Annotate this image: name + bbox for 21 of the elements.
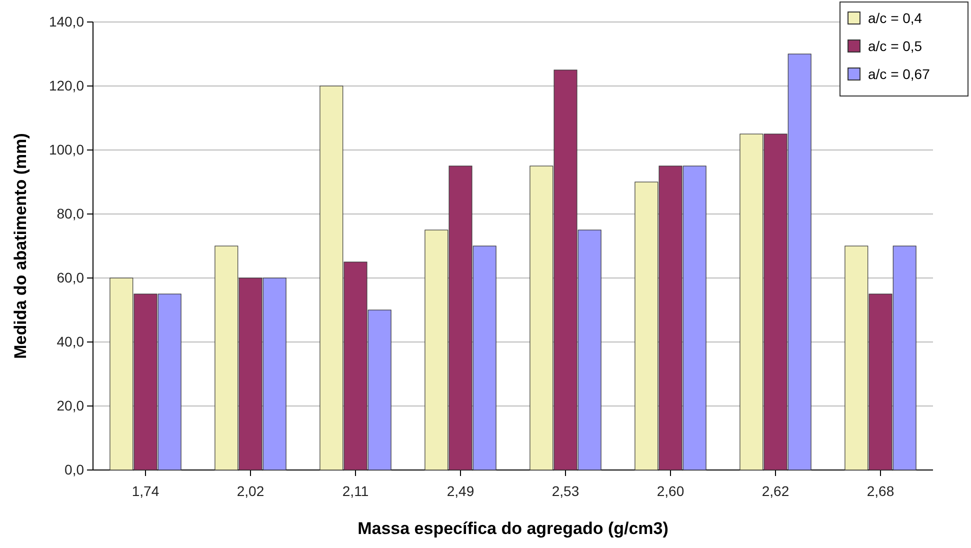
y-tick-label: 60,0 [56, 269, 84, 286]
y-tick-label: 140,0 [48, 13, 84, 30]
x-tick-label: 2,62 [762, 482, 790, 499]
legend-label: a/c = 0,5 [868, 38, 922, 54]
y-axis-title: Medida do abatimento (mm) [11, 133, 30, 359]
x-tick-label: 2,11 [342, 482, 369, 499]
y-tick-label: 20,0 [56, 397, 84, 414]
y-tick-label: 0,0 [64, 461, 84, 478]
y-tick-label: 80,0 [56, 205, 84, 222]
legend-label: a/c = 0,4 [868, 10, 922, 26]
x-tick-label: 2,49 [446, 482, 474, 499]
y-tick-label: 40,0 [56, 333, 84, 350]
y-tick-label: 100,0 [48, 141, 84, 158]
y-tick-label: 120,0 [48, 77, 84, 94]
x-tick-label: 1,74 [132, 482, 160, 499]
x-tick-label: 2,53 [552, 482, 580, 499]
x-tick-label: 2,02 [236, 482, 264, 499]
x-axis-title: Massa específica do agregado (g/cm3) [358, 519, 668, 538]
x-tick-label: 2,68 [866, 482, 894, 499]
x-tick-label: 2,60 [656, 482, 684, 499]
legend-label: a/c = 0,67 [868, 66, 930, 82]
